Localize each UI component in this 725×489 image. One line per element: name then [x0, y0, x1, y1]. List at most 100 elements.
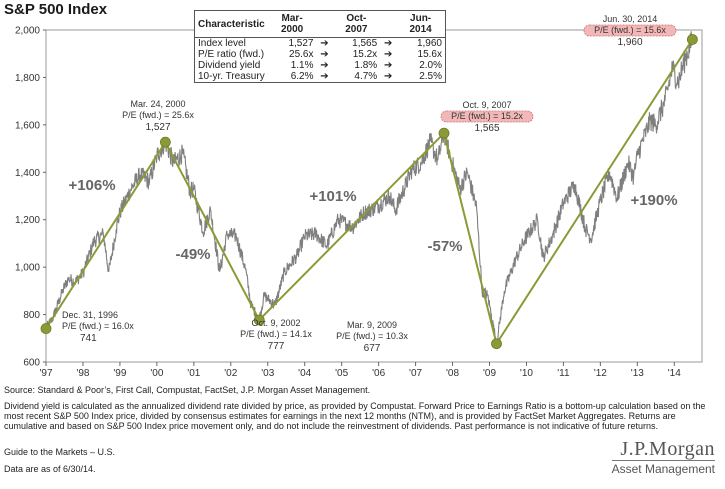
- row-label: 10-yr. Treasury: [198, 71, 265, 82]
- cell-value: 1,960: [416, 38, 442, 49]
- row-label: Dividend yield: [198, 60, 261, 71]
- cell-value: 25.6x: [289, 49, 314, 60]
- cell-value: 15.6x: [417, 49, 442, 60]
- sp500-chart: 600 800 1,000 1,200 1,400 1,600 1,800 2,000 '97 '…: [15, 14, 703, 379]
- turning-point-marker: [253, 314, 265, 326]
- methodology-notes: Dividend yield is calculated as the annu…: [4, 401, 706, 431]
- x-tick-label: '05: [335, 368, 348, 379]
- arrow-right-icon: ➔: [320, 60, 329, 71]
- arrow-right-icon: ➔: [320, 38, 329, 49]
- x-tick-label: '99: [113, 368, 126, 379]
- y-tick-label: 1,200: [15, 215, 40, 226]
- point-value-label: 741: [80, 333, 97, 344]
- series-layer: [45, 31, 693, 346]
- point-date-label: Mar. 9, 2009: [347, 320, 397, 330]
- point-date-label: Dec. 31, 1996: [62, 310, 118, 320]
- y-tick-label: 1,400: [15, 168, 40, 179]
- header-characteristic: Characteristic: [194, 10, 268, 38]
- pe-highlight-badge: [440, 110, 534, 123]
- y-tick-label: 600: [23, 358, 40, 369]
- x-tick-label: '08: [446, 368, 459, 379]
- header-mar-2000: Mar-2000: [267, 10, 317, 38]
- logo-name: J.P.Morgan: [620, 438, 715, 460]
- header-oct-2007: Oct-2007: [332, 10, 381, 38]
- turning-point-marker: [438, 127, 450, 139]
- cell-value: 15.2x: [352, 49, 378, 60]
- point-value-label: 1,960: [617, 37, 642, 48]
- trend-layer: [45, 38, 694, 347]
- point-value-label: 1,527: [145, 122, 170, 133]
- cell-value: 1,527: [288, 38, 314, 49]
- x-tick-label: '12: [594, 368, 607, 379]
- marker-layer: [40, 34, 698, 350]
- guide-title: Guide to the Markets – U.S.: [4, 447, 116, 457]
- pe-highlight-badge: [583, 24, 677, 37]
- chart-title: S&P 500 Index: [4, 1, 108, 18]
- x-tick-label: '09: [483, 368, 496, 379]
- turning-point-marker: [686, 34, 698, 45]
- logo-subtitle: Asset Management: [611, 460, 715, 476]
- x-tick-label: '06: [372, 368, 385, 379]
- point-date-label: Mar. 24, 2000: [130, 99, 185, 109]
- characteristics-header-row: Characteristic Mar-2000 Oct-2007 Jun-201…: [194, 10, 446, 38]
- point-pe-label: P/E (fwd.) = 15.6x: [594, 25, 666, 35]
- chart-axes: 600 800 1,000 1,200 1,400 1,600 1,800 2,000 '97 '…: [15, 26, 703, 379]
- point-date-label: Oct. 9, 2002: [251, 318, 300, 328]
- trend-line: [45, 38, 694, 347]
- cell-value: 4.7%: [354, 71, 378, 82]
- x-tick-label: '02: [224, 368, 237, 379]
- percent-change-label: +101%: [309, 188, 356, 205]
- turning-point-marker: [40, 323, 52, 334]
- characteristics-table: Characteristic Mar-2000 Oct-2007 Jun-201…: [194, 10, 446, 83]
- cell-value: 2.0%: [419, 60, 442, 71]
- y-tick-label: 1,800: [15, 73, 40, 84]
- source-note: Source: Standard & Poor’s, First Call, C…: [4, 385, 371, 395]
- point-date-label: Jun. 30, 2014: [603, 14, 658, 24]
- data-as-of: Data are as of 6/30/14.: [4, 464, 96, 474]
- x-tick-label: '10: [520, 368, 533, 379]
- cell-value: 1.8%: [354, 60, 378, 71]
- row-label: Index level: [198, 38, 246, 49]
- arrow-right-icon: ➔: [383, 38, 393, 49]
- table-row: 10-yr. Treasury 6.2% ➔ 4.7% ➔ 2.5%: [195, 71, 446, 83]
- point-value-label: 677: [364, 343, 381, 354]
- y-tick-label: 1,600: [15, 120, 40, 131]
- row-label: P/E ratio (fwd.): [198, 49, 265, 60]
- x-tick-label: '13: [631, 368, 644, 379]
- cell-value: 1,565: [352, 38, 378, 49]
- arrow-right-icon: ➔: [383, 49, 393, 60]
- x-tick-label: '98: [76, 368, 89, 379]
- x-tick-label: '04: [298, 368, 311, 379]
- percent-change-label: -57%: [427, 238, 462, 255]
- point-date-label: Oct. 9, 2007: [462, 100, 511, 110]
- percent-change-label: +190%: [630, 192, 677, 209]
- percent-change-label: +106%: [68, 177, 115, 194]
- turning-point-marker: [159, 136, 171, 148]
- table-row: Index level 1,527 ➔ 1,565 ➔ 1,960: [195, 38, 446, 50]
- y-tick-label: 2,000: [15, 26, 40, 37]
- x-tick-label: '97: [39, 368, 52, 379]
- arrow-right-icon: ➔: [320, 71, 329, 82]
- x-tick-label: '00: [150, 368, 163, 379]
- cell-value: 1.1%: [290, 60, 314, 71]
- arrow-right-icon: ➔: [383, 60, 393, 71]
- percent-change-label: -49%: [175, 246, 210, 263]
- x-tick-label: '14: [668, 368, 681, 379]
- point-pe-label: P/E (fwd.) = 25.6x: [122, 110, 194, 120]
- table-row: P/E ratio (fwd.) 25.6x ➔ 15.2x ➔ 15.6x: [195, 49, 446, 60]
- arrow-right-icon: ➔: [383, 71, 393, 82]
- point-value-label: 777: [268, 341, 285, 352]
- turning-point-marker: [491, 338, 502, 350]
- cell-value: 2.5%: [419, 71, 442, 82]
- x-tick-label: '07: [409, 368, 422, 379]
- x-tick-label: '03: [261, 368, 274, 379]
- y-tick-label: 800: [23, 310, 40, 321]
- y-tick-label: 1,000: [15, 263, 40, 274]
- point-pe-label: P/E (fwd.) = 16.0x: [62, 321, 134, 331]
- header-jun-2014: Jun-2014: [396, 10, 446, 38]
- point-pe-label: P/E (fwd.) = 14.1x: [240, 329, 312, 339]
- point-value-label: 1,565: [474, 123, 499, 134]
- x-tick-label: '01: [187, 368, 200, 379]
- table-row: Dividend yield 1.1% ➔ 1.8% ➔ 2.0%: [195, 60, 446, 71]
